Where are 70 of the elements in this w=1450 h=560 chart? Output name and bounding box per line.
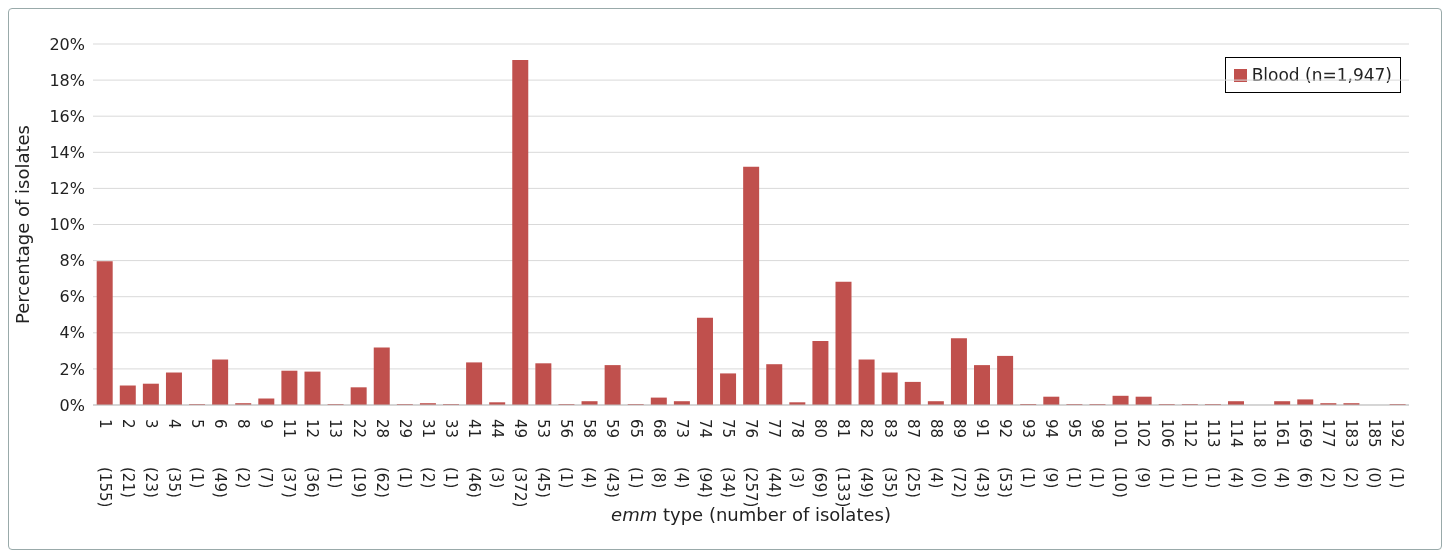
y-tick-label: 18% [49, 70, 85, 90]
category-label: 112 (1) [1180, 419, 1199, 489]
category-label: 9 (7) [257, 419, 276, 489]
category-label: 106 (1) [1157, 419, 1176, 489]
category-label: 88 (4) [926, 419, 945, 489]
category-label: 8 (2) [234, 419, 253, 489]
category-label: 93 (1) [1019, 419, 1038, 489]
category-label: 5 (1) [187, 419, 206, 489]
category-label: 29 (1) [395, 419, 414, 489]
y-tick-label: 0% [59, 395, 85, 415]
y-tick-label: 6% [59, 287, 85, 307]
category-label: 28 (62) [372, 419, 391, 498]
category-label: 2 (21) [118, 419, 137, 498]
category-label: 68 (8) [649, 419, 668, 489]
category-label: 101 (10) [1111, 419, 1130, 498]
category-label: 33 (1) [441, 419, 460, 489]
category-label: 94 (9) [1042, 419, 1061, 489]
category-label: 65 (1) [626, 419, 645, 489]
category-label: 98 (1) [1088, 419, 1107, 489]
category-label: 22 (19) [349, 419, 368, 498]
category-label: 58 (4) [580, 419, 599, 489]
y-tick-label: 2% [59, 359, 85, 379]
y-tick-label: 20% [49, 34, 85, 54]
category-label: 6 (49) [210, 419, 229, 498]
category-label: 161 (4) [1273, 419, 1292, 489]
y-tick-label: 16% [49, 106, 85, 126]
category-label: 74 (94) [695, 419, 714, 498]
category-label: 177 (2) [1319, 419, 1338, 489]
category-label: 31 (2) [418, 419, 437, 489]
category-label: 1 (155) [95, 419, 114, 508]
category-label: 95 (1) [1065, 419, 1084, 489]
category-label: 11 (37) [280, 419, 299, 498]
y-axis-title: Percentage of isolates [12, 125, 34, 324]
category-label: 91 (43) [972, 419, 991, 498]
category-label: 77 (44) [765, 419, 784, 498]
category-label: 76 (257) [742, 419, 760, 508]
y-tick-label: 8% [59, 251, 85, 271]
category-label: 41 (46) [464, 419, 483, 498]
category-label: 12 (36) [303, 419, 322, 498]
y-tick-label: 4% [59, 323, 85, 343]
category-label: 49 (372) [511, 419, 530, 508]
category-label: 192 (1) [1388, 419, 1407, 489]
category-label: 185 (0) [1365, 419, 1384, 489]
category-label: 83 (35) [880, 419, 899, 498]
y-tick-label: 10% [49, 215, 85, 235]
category-label: 73 (4) [672, 419, 691, 489]
category-label: 44 (3) [488, 419, 507, 489]
category-label: 4 (35) [164, 419, 183, 498]
category-label: 89 (72) [949, 419, 968, 498]
category-label: 118 (0) [1249, 419, 1268, 489]
category-label: 81 (133) [834, 419, 853, 508]
category-label: 169 (6) [1296, 419, 1315, 489]
category-label: 102 (9) [1134, 419, 1153, 489]
category-label: 113 (1) [1203, 419, 1222, 489]
category-label: 13 (1) [326, 419, 345, 489]
category-label: 82 (49) [857, 419, 876, 498]
category-label: 56 (1) [557, 419, 576, 489]
category-label: 78 (3) [788, 419, 807, 489]
y-tick-label: 12% [49, 179, 85, 199]
category-label: 75 (34) [718, 419, 737, 498]
category-label: 80 (69) [811, 419, 830, 498]
category-label: 87 (25) [903, 419, 922, 498]
y-tick-label: 14% [49, 142, 85, 162]
category-label: 183 (2) [1342, 419, 1361, 489]
category-label: 53 (45) [534, 419, 553, 498]
category-label: 92 (53) [995, 419, 1014, 498]
category-label: 114 (4) [1226, 419, 1245, 489]
category-label: 59 (43) [603, 419, 622, 498]
legend-label: Blood (n=1,947) [1251, 64, 1392, 86]
category-label: 3 (23) [141, 419, 160, 498]
